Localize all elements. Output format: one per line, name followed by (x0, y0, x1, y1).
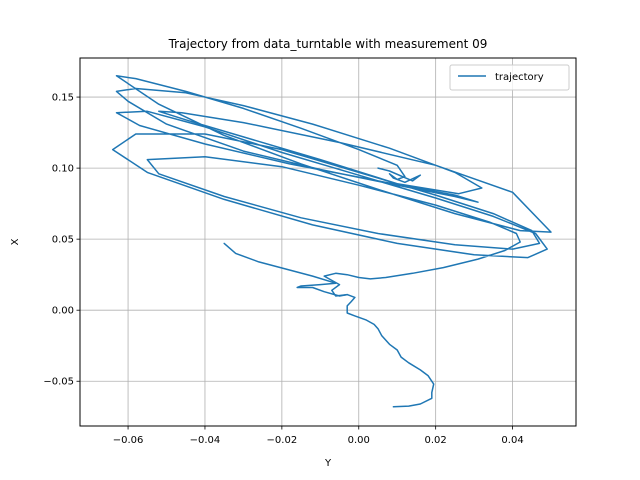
y-axis-ticks: −0.05 0.00 0.05 0.10 0.15 (43, 93, 80, 388)
legend-box (449, 64, 570, 91)
grid (80, 58, 576, 426)
x-tick-label: 0.02 (425, 435, 447, 446)
plot-frame (79, 57, 577, 427)
x-axis-ticks: −0.06 −0.04 −0.02 0.00 0.02 0.04 (113, 426, 524, 446)
trajectory-line-1 (223, 242, 348, 297)
y-tick-label: 0.15 (52, 93, 74, 104)
x-tick-label: −0.06 (113, 435, 144, 446)
legend: trajectory (449, 64, 570, 91)
y-tick-label: −0.05 (43, 377, 74, 388)
x-axis-label: Y (324, 458, 332, 469)
chart-title: Trajectory from data_turntable with meas… (168, 37, 488, 51)
x-tick-label: 0.04 (501, 435, 523, 446)
y-tick-label: 0.00 (52, 306, 74, 317)
series-layer (111, 75, 552, 408)
legend-label: trajectory (495, 72, 544, 83)
x-tick-label: 0.00 (348, 435, 370, 446)
x-tick-label: −0.02 (267, 435, 298, 446)
y-tick-label: 0.10 (52, 164, 74, 175)
y-axis-label: X (10, 238, 21, 245)
x-tick-label: −0.04 (190, 435, 221, 446)
y-tick-label: 0.05 (52, 235, 74, 246)
